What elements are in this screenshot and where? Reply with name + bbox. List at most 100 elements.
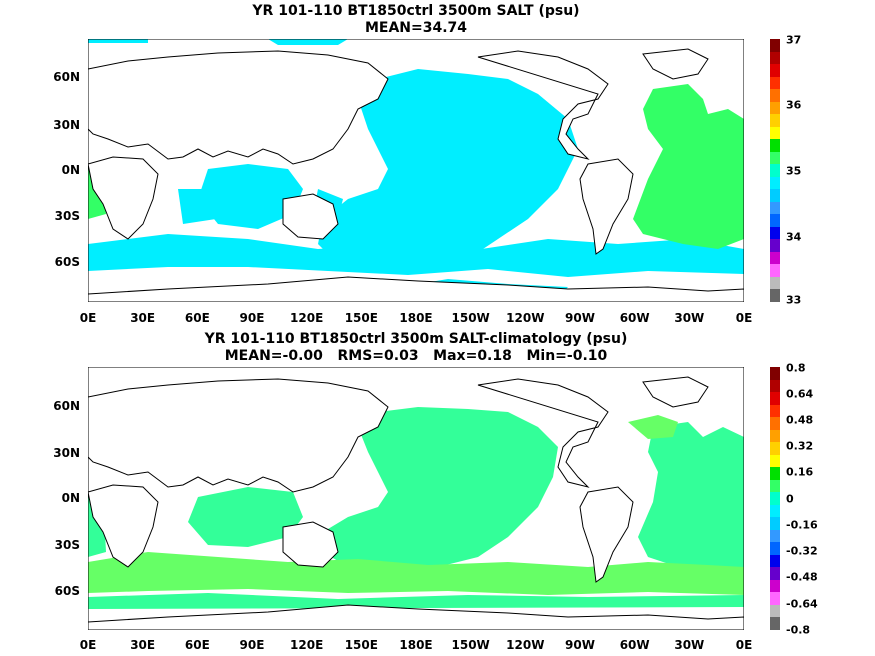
panel2-xtick: 30E (130, 638, 156, 652)
panel2-colorbar-swatch (770, 592, 780, 606)
panel1-colorbar-swatch (770, 151, 780, 165)
panel2-colorbar-swatch (770, 379, 780, 393)
panel2-colorbar-swatch (770, 479, 780, 493)
panel1-ytick: 60S (54, 255, 80, 269)
panel2-colorbar-label: -0.48 (786, 570, 818, 584)
panel2-colorbar-swatch (770, 467, 780, 481)
panel1-colorbar-label: 34 (786, 230, 802, 244)
panel1-xtick: 90W (565, 311, 595, 325)
panel1-colorbar-swatch (770, 276, 780, 290)
panel1-ytick: 30S (54, 209, 80, 223)
panel2-colorbar-swatch (770, 392, 780, 406)
panel1-colorbar-swatch (770, 114, 780, 128)
panel1-colorbar-swatch (770, 39, 780, 53)
panel2-colorbar-swatch (770, 567, 780, 581)
panel1-xtick: 30E (130, 311, 156, 325)
panel2-colorbar-label: -0.64 (786, 597, 818, 611)
panel1-colorbar-swatch (770, 139, 780, 153)
panel2-colorbar-swatch (770, 542, 780, 556)
panel2-title-line1: YR 101-110 BT1850ctrl 3500m SALT-climato… (204, 331, 628, 347)
panel2-colorbar-label: 0.16 (786, 465, 814, 479)
panel1-colorbar-label: 36 (786, 98, 802, 112)
panel2-xtick: 150E (344, 638, 378, 652)
panel2-colorbar-swatch (770, 404, 780, 418)
panel2-salinity-anomaly-map (88, 367, 744, 630)
panel2-xtick: 120W (506, 638, 545, 652)
panel1-xtick: 150E (344, 311, 378, 325)
panel1-colorbar-swatch (770, 64, 780, 78)
panel2-xtick: 180E (399, 638, 433, 652)
panel1-colorbar-swatch (770, 251, 780, 265)
panel1-colorbar-label: 33 (786, 293, 802, 307)
panel1-colorbar-swatch (770, 264, 780, 278)
panel1-xtick: 30W (674, 311, 705, 325)
panel2-colorbar-label: -0.32 (786, 544, 818, 558)
panel1-colorbar-swatch (770, 289, 780, 303)
panel2-xtick: 150W (451, 638, 490, 652)
panel1-colorbar-swatch (770, 214, 780, 228)
panel1-title-line1: YR 101-110 BT1850ctrl 3500m SALT (psu) (252, 3, 580, 19)
panel2-land (88, 376, 744, 630)
panel1-land (88, 48, 744, 302)
panel2-colorbar-label: 0.48 (786, 413, 814, 427)
panel2-ytick: 60N (53, 399, 80, 413)
panel2-colorbar-swatch (770, 617, 780, 631)
panel2-xtick: 0E (735, 638, 753, 652)
panel1-xtick: 0E (79, 311, 97, 325)
panel2-colorbar-swatch (770, 454, 780, 468)
panel1-colorbar-swatch (770, 51, 780, 65)
panel1-colorbar-swatch (770, 176, 780, 190)
panel2-colorbar-label: 0.32 (786, 439, 814, 453)
panel1-ytick: 0N (61, 163, 80, 177)
panel2-southern-field (88, 415, 744, 595)
panel2-colorbar-swatch (770, 442, 780, 456)
panel1-colorbar-swatch (770, 239, 780, 253)
panel2-anomaly-field (88, 407, 744, 609)
panel2-colorbar-swatch (770, 417, 780, 431)
panel1-colorbar-swatch (770, 201, 780, 215)
panel2-colorbar-swatch (770, 604, 780, 618)
panel2-colorbar-label: 0 (786, 492, 794, 506)
panel1-xtick: 0E (735, 311, 753, 325)
panel1-colorbar (770, 39, 780, 303)
panel1-title-line2: MEAN=34.74 (364, 20, 468, 36)
panel1-colorbar-label: 35 (786, 164, 802, 178)
panel1-ytick: 60N (53, 70, 80, 84)
panel2-xtick: 90W (565, 638, 595, 652)
panel1-colorbar-swatch (770, 101, 780, 115)
panel1-xtick: 60W (619, 311, 650, 325)
panel2-colorbar-swatch (770, 367, 780, 381)
panel1-colorbar-swatch (770, 76, 780, 90)
panel2-colorbar-label: 0.64 (786, 387, 814, 401)
panel2-ytick: 60S (54, 584, 80, 598)
panel2-xtick: 60E (184, 638, 210, 652)
panel2-colorbar-label: 0.8 (786, 361, 806, 375)
panel1-xtick: 150W (451, 311, 490, 325)
panel1-colorbar-swatch (770, 189, 780, 203)
panel1-colorbar-swatch (770, 226, 780, 240)
panel2-title-line2: MEAN=-0.00 RMS=0.03 Max=0.18 Min=-0.10 (224, 348, 608, 364)
panel1-colorbar-label: 37 (786, 33, 802, 47)
panel2-xtick: 120E (290, 638, 324, 652)
panel2-colorbar-swatch (770, 554, 780, 568)
panel2-colorbar-swatch (770, 429, 780, 443)
panel1-xtick: 120W (506, 311, 545, 325)
panel1-ytick: 30N (53, 118, 80, 132)
panel2-xtick: 60W (619, 638, 650, 652)
panel2-xtick: 0E (79, 638, 97, 652)
panel2-colorbar-swatch (770, 517, 780, 531)
panel1-xtick: 180E (399, 311, 433, 325)
panel2-colorbar (770, 367, 780, 631)
panel2-colorbar-label: -0.8 (786, 623, 811, 637)
panel2-ytick: 30S (54, 538, 80, 552)
panel2-colorbar-swatch (770, 492, 780, 506)
panel2-colorbar-swatch (770, 529, 780, 543)
panel2-colorbar-swatch (770, 504, 780, 518)
panel1-xtick: 60E (184, 311, 210, 325)
panel1-salinity-map (88, 39, 744, 302)
panel2-xtick: 30W (674, 638, 705, 652)
panel1-xtick: 120E (290, 311, 324, 325)
panel2-colorbar-swatch (770, 579, 780, 593)
panel1-colorbar-swatch (770, 89, 780, 103)
panel1-colorbar-swatch (770, 126, 780, 140)
